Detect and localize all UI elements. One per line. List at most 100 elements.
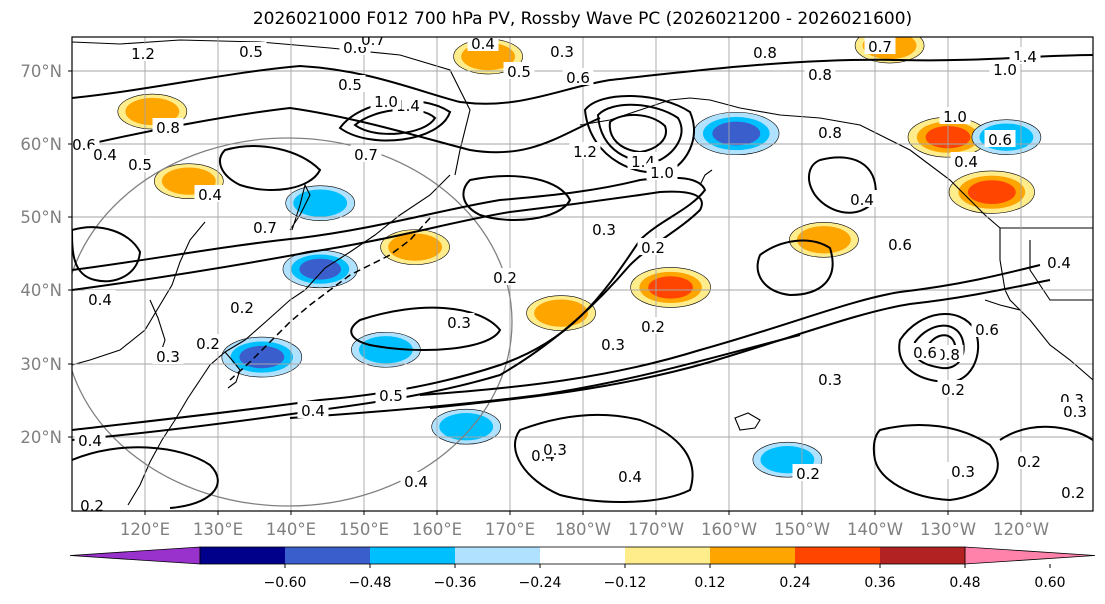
contour-label-bg — [297, 401, 329, 418]
contour-label-bg — [1043, 253, 1075, 270]
contour-label: 1.0 — [650, 164, 674, 182]
colorbar-tick-label: −0.36 — [434, 575, 477, 591]
contour-label-bg — [588, 220, 620, 237]
contour-label-bg — [984, 130, 1016, 147]
lat-tick-label: 20°N — [20, 428, 62, 447]
contour-label: 0.2 — [641, 239, 665, 257]
lon-tick-label: 180°W — [555, 520, 611, 539]
range-circle — [72, 137, 513, 507]
contour-label: 1.0 — [943, 108, 967, 126]
contour-label-bg — [375, 386, 407, 403]
contour-label-bg — [1057, 483, 1089, 500]
contour-label: 0.2 — [641, 318, 665, 336]
contour-label: 0.4 — [78, 432, 102, 450]
contour-label-bg — [443, 313, 475, 330]
contour-label: 0.3 — [543, 441, 567, 459]
contour-label: 0.4 — [1047, 254, 1071, 272]
colorbar-extend-high — [964, 546, 1096, 565]
contour-label: 0.3 — [601, 336, 625, 354]
colorbar-bin — [880, 547, 966, 564]
contour-label-bg — [124, 155, 156, 172]
contour-label: 0.6 — [566, 69, 590, 87]
contour-label-bg — [562, 68, 594, 85]
contour-label-bg — [503, 62, 535, 79]
contour-label-bg — [569, 142, 601, 159]
contour-label-bg — [539, 440, 571, 457]
contour-label: 1.0 — [374, 93, 398, 111]
contour-label: 1.0 — [993, 61, 1017, 79]
anomaly-core — [967, 180, 1016, 205]
contour-label: 0.8 — [753, 44, 777, 62]
contour-label: 1.2 — [131, 45, 155, 63]
contour-label-bg — [971, 320, 1003, 337]
contour-label-bg — [597, 335, 629, 352]
contour-label: 0.4 — [618, 468, 642, 486]
colorbar-extend-low — [69, 546, 201, 565]
pv-contours — [72, 54, 1093, 509]
colorbar-tick-label: 0.12 — [694, 575, 725, 591]
contour-label-bg — [950, 152, 982, 169]
contour-label-bg — [1009, 47, 1041, 64]
lon-tick-label: 160°W — [701, 520, 757, 539]
colorbar-bin — [795, 547, 881, 564]
contour-label: 0.4 — [88, 291, 112, 309]
contour-label-bg — [1013, 452, 1045, 469]
contour-label: 0.6 — [975, 321, 999, 339]
anomaly-core — [358, 336, 413, 364]
colorbar-bin — [200, 547, 286, 564]
contour-label-bg — [792, 464, 824, 481]
contour-label: 0.3 — [592, 221, 616, 239]
contour-label-bg — [989, 60, 1021, 77]
anomaly-core — [293, 189, 348, 217]
contour-label: 0.3 — [447, 314, 471, 332]
colorbar-tick-label: −0.24 — [519, 575, 562, 591]
lat-labels: 70°N 60°N 50°N 40°N 30°N 20°N — [20, 62, 72, 447]
contour-label: 0.4 — [404, 473, 428, 491]
colorbar-bin — [370, 547, 456, 564]
lon-tick-label: 120°E — [120, 520, 170, 539]
lat-tick-label: 50°N — [20, 208, 62, 227]
contour-label-bg — [864, 37, 896, 54]
contour-label-bg — [370, 92, 402, 109]
contour-label-bg — [804, 65, 836, 82]
lon-tick-label: 130°W — [920, 520, 976, 539]
contour-label-bg — [235, 42, 267, 59]
lon-tick-label: 140°E — [266, 520, 316, 539]
contour-label-bg — [334, 75, 366, 92]
contour-label: 0.2 — [1017, 453, 1041, 471]
contour-label: 0.3 — [550, 43, 574, 61]
colorbar-bin — [285, 547, 371, 564]
lon-tick-label: 120°W — [993, 520, 1049, 539]
colorbar: −0.60 −0.48 −0.36 −0.24 −0.12 0.12 0.24 0.36 0.4… — [69, 546, 1096, 591]
contour-label: 0.4 — [198, 186, 222, 204]
contour-label-bg — [152, 118, 184, 135]
anomaly-core — [534, 299, 589, 327]
contour-label-bg — [884, 235, 916, 252]
contour-label-bg — [467, 37, 499, 51]
contour-label: 0.4 — [850, 191, 874, 209]
lon-tick-label: 170°E — [485, 520, 535, 539]
contour-label: 0.6 — [988, 131, 1012, 149]
contour-label-bg — [357, 37, 389, 47]
coastlines — [72, 39, 1093, 506]
anomaly-core — [648, 276, 693, 299]
colorbar-bin — [625, 547, 711, 564]
contour-label-bg — [1059, 402, 1091, 419]
contour-label: 0.2 — [796, 465, 820, 483]
contour-label: 0.7 — [354, 146, 378, 164]
contour-label-bg — [937, 380, 969, 397]
contour-label: 0.5 — [239, 43, 263, 61]
contour-label: 0.2 — [230, 299, 254, 317]
contour-label-bg — [637, 317, 669, 334]
contour-label: 0.3 — [156, 348, 180, 366]
lon-tick-label: 130°E — [193, 520, 243, 539]
contour-label: 0.4 — [93, 146, 117, 164]
contour-label: 0.3 — [951, 463, 975, 481]
contour-label: 0.4 — [301, 402, 325, 420]
lat-tick-label: 40°N — [20, 281, 62, 300]
contour-label-bg — [400, 472, 432, 489]
colorbar-tick-label: −0.48 — [349, 575, 392, 591]
colorbar-tick-label: −0.12 — [604, 575, 647, 591]
contour-label-bg — [489, 268, 521, 285]
